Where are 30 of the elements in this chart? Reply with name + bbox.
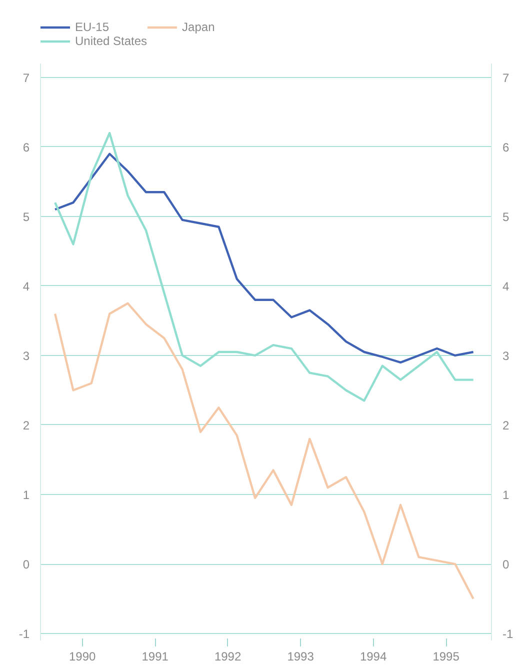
y-tick-label: -1 [18, 627, 30, 642]
y2-tick-label: 4 [502, 279, 510, 294]
x-tick-label: 1995 [432, 650, 460, 664]
x-tick-label: 1994 [360, 650, 387, 664]
x-tick-label: 1991 [142, 650, 169, 664]
y-tick-label: 3 [22, 348, 30, 363]
y-tick-label: 6 [22, 140, 30, 154]
x-tick-label: 1993 [287, 650, 314, 664]
y2-tick-label: 7 [502, 70, 510, 85]
line-series [54, 132, 474, 402]
legend-label: Japan [182, 20, 215, 34]
line-series [54, 302, 474, 600]
y-tick-label: 2 [22, 418, 30, 432]
y2-tick-label: 5 [502, 210, 510, 224]
y-tick-label: 1 [22, 488, 30, 502]
legend-label: United States [75, 34, 148, 48]
line-series [54, 152, 474, 364]
y2-tick-label: 6 [502, 140, 510, 154]
y-tick-label: 7 [22, 70, 30, 85]
y-tick-label: 4 [22, 279, 30, 294]
legend-label: EU-15 [75, 20, 110, 34]
y2-tick-label: 2 [502, 418, 510, 432]
x-tick-label: 1990 [68, 650, 96, 664]
y-tick-label: 5 [22, 210, 30, 224]
y2-tick-label: -1 [502, 627, 514, 642]
x-tick-label: 1992 [214, 650, 242, 664]
y2-tick-label: 1 [502, 488, 510, 502]
y2-tick-label: 0 [502, 558, 510, 572]
y2-tick-label: 3 [502, 348, 510, 363]
y-tick-label: 0 [22, 558, 30, 572]
